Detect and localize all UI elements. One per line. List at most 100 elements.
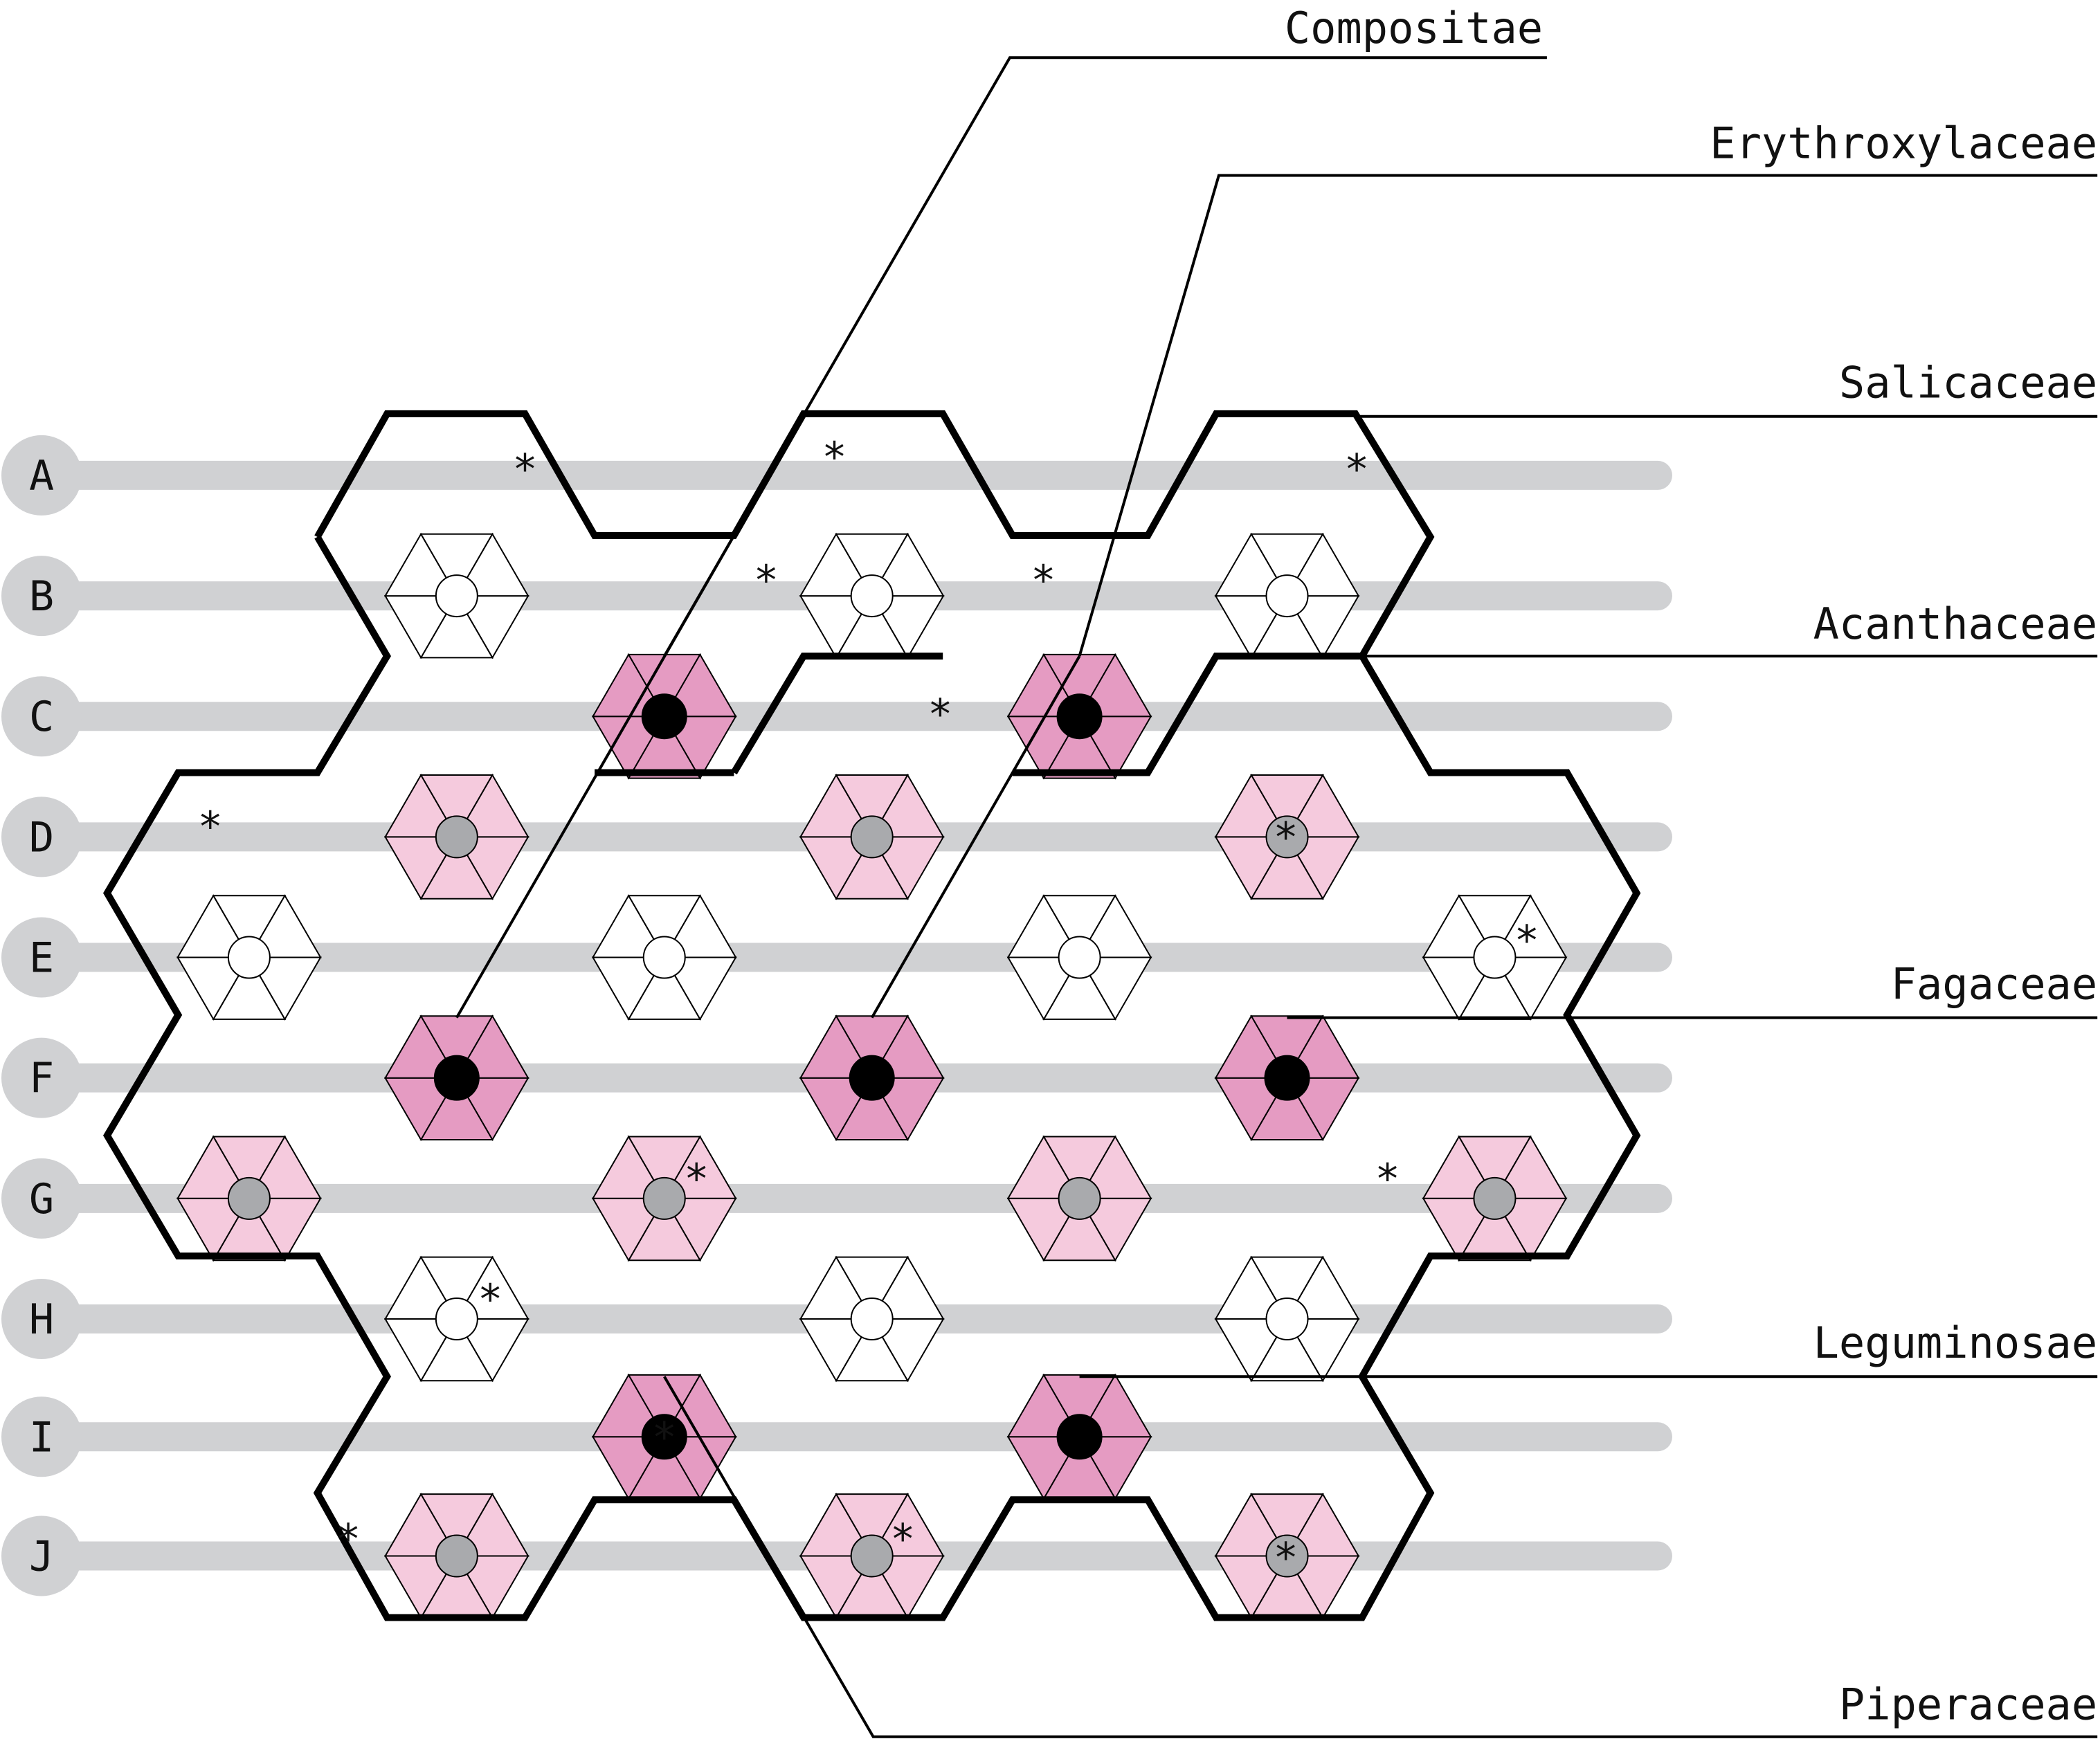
hex-node	[850, 815, 894, 859]
family-label: Fagaceae	[1891, 959, 2098, 1010]
triangle-cell	[1078, 1135, 1152, 1199]
family-label: Salicaceae	[1839, 358, 2097, 408]
triangle-cell	[870, 1014, 945, 1079]
row-letter: G	[29, 1175, 54, 1223]
cluster-outline	[1012, 653, 1362, 776]
hex-node	[1473, 1176, 1517, 1220]
star-marker: *	[200, 803, 221, 851]
family-leader-lines	[455, 56, 2098, 1738]
row-letter: J	[29, 1532, 54, 1581]
leader-line	[663, 1376, 2098, 1738]
triangle-cell	[455, 1014, 529, 1079]
hex-node	[1265, 1534, 1309, 1578]
triangle-cell	[455, 532, 529, 597]
hex-node	[227, 936, 271, 979]
family-label: Piperaceae	[1839, 1679, 2097, 1730]
triangle-cell	[663, 894, 737, 958]
triangle-cell	[248, 894, 322, 958]
star-marker: *	[930, 691, 950, 739]
star-marker: *	[1276, 1534, 1296, 1583]
star-marker: *	[1033, 556, 1053, 605]
star-marker: *	[756, 556, 777, 605]
row-letter: A	[29, 452, 54, 500]
triangle-cell	[455, 773, 529, 838]
row-letter-badge	[1, 676, 82, 757]
hex-node	[850, 1534, 894, 1578]
triangle-cell	[870, 1255, 945, 1320]
hex-node	[1473, 936, 1517, 979]
family-label: Leguminosae	[1813, 1318, 2098, 1368]
triangle-cell	[1285, 532, 1360, 597]
leader-line	[870, 655, 1081, 1019]
row-letter: F	[29, 1055, 54, 1103]
row-letter: D	[29, 813, 54, 862]
hex-node	[435, 815, 478, 859]
row-letter: C	[29, 693, 54, 741]
star-marker: *	[1377, 1155, 1398, 1203]
hex-node	[850, 574, 894, 618]
triangle-cell	[455, 1493, 529, 1557]
hex-node	[850, 1297, 894, 1340]
hex-node	[642, 1176, 686, 1220]
star-marker: *	[686, 1155, 707, 1203]
leader-line	[1078, 174, 2098, 657]
row-letter-badge	[1, 1158, 82, 1239]
triangle-cell	[870, 1493, 945, 1557]
leader-line	[663, 56, 1547, 657]
row-letter-badge	[1, 1396, 82, 1477]
triangle-cell	[1285, 1255, 1360, 1320]
triangle-cell	[1078, 653, 1152, 718]
triangle-cell	[455, 1255, 529, 1320]
hex-node	[1058, 936, 1101, 979]
family-labels: Compositae Erythroxylaceae Salicaceae Acant…	[1285, 3, 2097, 1730]
hex-node	[1265, 1297, 1309, 1340]
row-letter-badge	[1, 1515, 82, 1596]
triangle-cell	[1493, 1135, 1568, 1199]
triangle-cell	[1285, 1493, 1360, 1557]
family-label: Acanthaceae	[1813, 599, 2098, 649]
triangle-cell	[1285, 1014, 1360, 1079]
triangle-cell	[1285, 773, 1360, 838]
hex-node	[435, 1297, 478, 1340]
star-marker: *	[480, 1275, 500, 1324]
family-node	[1056, 1414, 1103, 1460]
family-label: Compositae	[1285, 3, 1543, 53]
row-letter-badge	[1, 917, 82, 998]
cluster-outline	[102, 410, 1641, 1621]
star-marker: *	[654, 1414, 675, 1462]
star-markers: * * * * * * * * * * * * * * * *	[200, 433, 1537, 1583]
triangle-cell	[663, 653, 737, 718]
cluster-outlines	[102, 410, 1641, 1621]
hex-node	[1265, 574, 1309, 618]
family-node	[1056, 693, 1103, 740]
star-marker: *	[515, 446, 536, 494]
triangle-cell	[870, 773, 945, 838]
family-node	[641, 1414, 687, 1460]
hex-node	[435, 1534, 478, 1578]
star-marker: *	[892, 1515, 913, 1564]
row-letter: E	[29, 934, 54, 983]
triangle-cells	[176, 532, 1568, 1619]
family-node	[433, 1055, 480, 1101]
hex-node	[642, 936, 686, 979]
hex-node	[1265, 815, 1309, 859]
star-marker: *	[338, 1515, 359, 1564]
triangle-cell	[663, 1135, 737, 1199]
family-node	[849, 1055, 895, 1101]
triangle-cell	[1078, 894, 1152, 958]
family-node	[641, 693, 687, 740]
row-letter: B	[29, 572, 54, 621]
hex-node	[227, 1176, 271, 1220]
row-letter-badge	[1, 796, 82, 877]
row-letter-badge	[1, 556, 82, 637]
hex-node	[435, 574, 478, 618]
triangle-cell	[248, 1135, 322, 1199]
star-marker: *	[1517, 917, 1537, 965]
star-marker: *	[824, 433, 845, 482]
leader-line	[455, 535, 736, 1019]
star-marker: *	[1346, 446, 1367, 494]
row-letter-badge	[1, 1278, 82, 1359]
row-letter-badge	[1, 1037, 82, 1118]
family-node	[1264, 1055, 1310, 1101]
